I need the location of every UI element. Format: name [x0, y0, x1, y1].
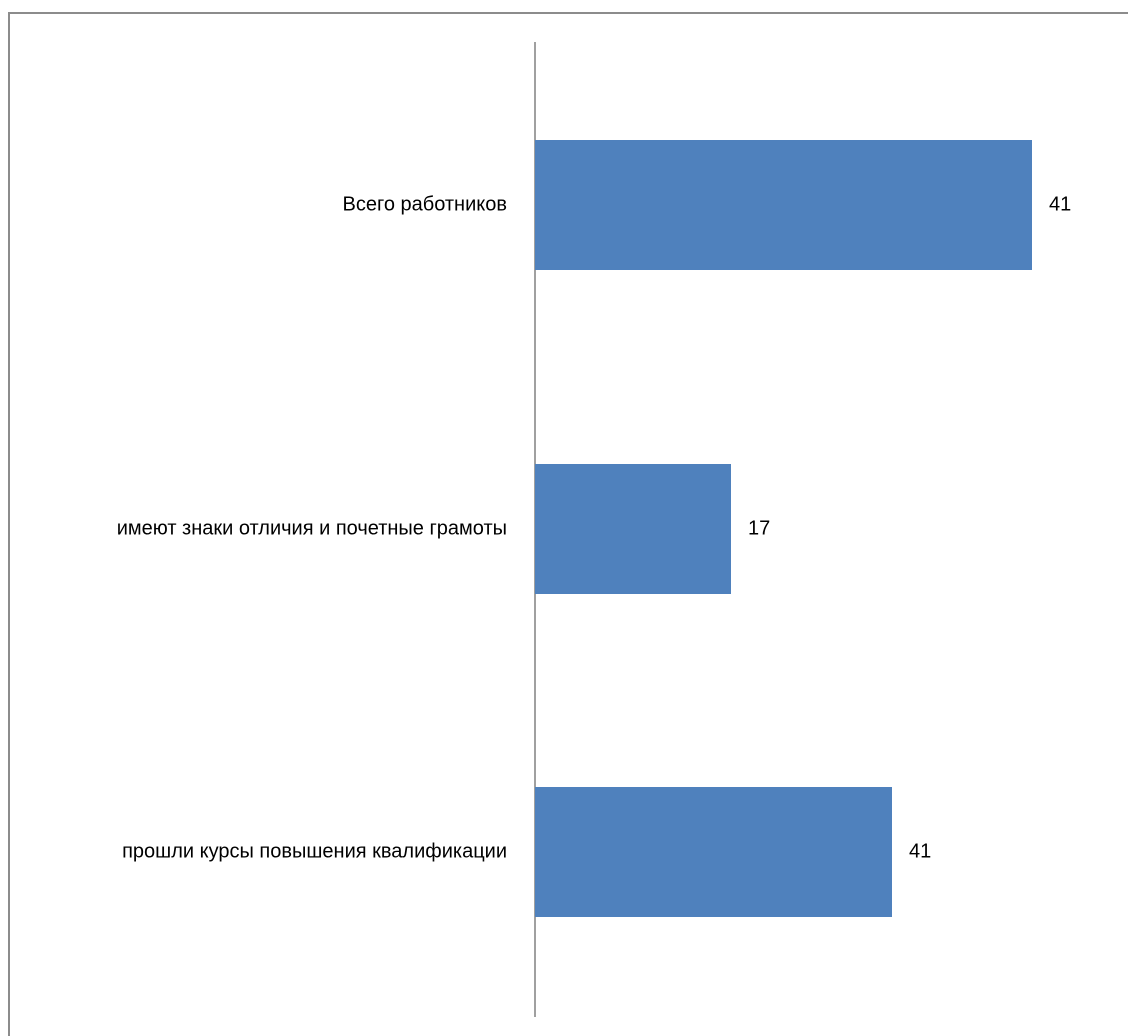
- value-labels-group: 41 17 41: [748, 193, 1071, 862]
- bar-2: [535, 464, 731, 594]
- category-label-2: имеют знаки отличия и почетные грамоты: [117, 517, 507, 539]
- bar-3: [535, 787, 892, 917]
- value-label-1: 41: [1049, 193, 1071, 215]
- category-label-1: Всего работников: [343, 193, 507, 215]
- value-label-2: 17: [748, 517, 770, 539]
- bar-1: [535, 140, 1032, 270]
- bars-group: [535, 140, 1032, 917]
- category-labels-group: Всего работников имеют знаки отличия и по…: [117, 193, 507, 862]
- category-label-3: прошли курсы повышения квалификации: [122, 840, 507, 862]
- value-label-3: 41: [909, 840, 931, 862]
